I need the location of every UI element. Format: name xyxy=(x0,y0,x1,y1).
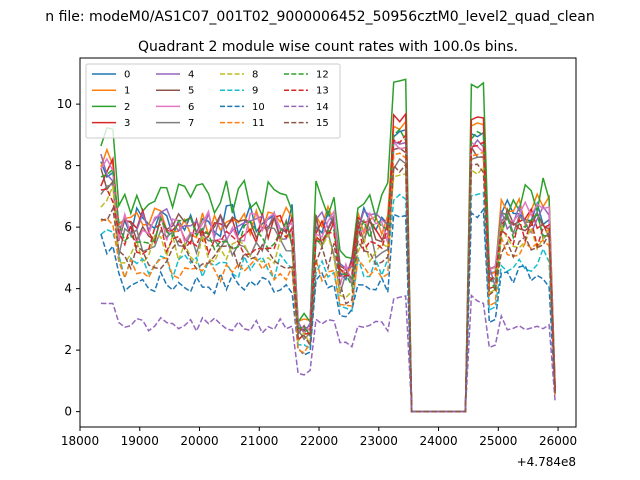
series-line-6 xyxy=(100,140,556,413)
legend-label-12: 12 xyxy=(316,70,329,81)
x-tick-label: 23000 xyxy=(360,434,398,448)
series-line-2 xyxy=(100,78,556,413)
y-tick-label: 0 xyxy=(64,405,72,419)
chart-title: Quadrant 2 module wise count rates with … xyxy=(138,39,518,55)
x-tick-label: 22000 xyxy=(300,434,338,448)
legend-label-6: 6 xyxy=(188,102,194,113)
series-line-9 xyxy=(100,191,556,413)
y-tick-label: 6 xyxy=(64,220,72,234)
x-tick-label: 18000 xyxy=(61,434,99,448)
x-tick-label: 21000 xyxy=(240,434,278,448)
series-line-14 xyxy=(100,293,556,413)
y-tick-label: 4 xyxy=(64,282,72,296)
legend-label-7: 7 xyxy=(188,118,194,129)
series-line-1 xyxy=(100,119,556,413)
y-tick-label: 8 xyxy=(64,159,72,173)
legend-label-3: 3 xyxy=(124,118,130,129)
legend-label-9: 9 xyxy=(252,86,258,97)
legend-label-14: 14 xyxy=(316,102,329,113)
legend-label-11: 11 xyxy=(252,118,265,129)
x-offset-label: +4.784e8 xyxy=(517,455,576,469)
series-line-15 xyxy=(100,162,556,413)
x-tick-label: 24000 xyxy=(419,434,457,448)
legend-label-1: 1 xyxy=(124,86,130,97)
legend-label-0: 0 xyxy=(124,70,130,81)
series-lines xyxy=(100,78,556,413)
legend-label-15: 15 xyxy=(316,118,329,129)
series-line-12 xyxy=(100,128,556,413)
legend-box xyxy=(85,63,341,139)
legend-label-8: 8 xyxy=(252,70,258,81)
plot-area: 18000 19000 20000 21000 22000 23000 24000 25000… xyxy=(57,57,577,469)
x-tick-label: 25000 xyxy=(479,434,517,448)
x-tick-label: 20000 xyxy=(180,434,218,448)
x-axis: 18000 19000 20000 21000 22000 23000 24000 25000… xyxy=(61,427,577,448)
figure-suptitle: n file: modeM0/AS1C07_001T02_9000006452_… xyxy=(45,9,594,25)
x-tick-label: 19000 xyxy=(121,434,159,448)
legend-label-13: 13 xyxy=(316,86,329,97)
legend-label-2: 2 xyxy=(124,102,130,113)
series-line-13 xyxy=(100,133,556,413)
x-tick-label: 26000 xyxy=(539,434,577,448)
series-line-11 xyxy=(100,151,556,413)
axes-frame xyxy=(79,57,577,428)
legend-label-10: 10 xyxy=(252,102,265,113)
y-axis: 0 2 4 6 8 10 xyxy=(57,97,80,419)
y-tick-label: 10 xyxy=(57,97,72,111)
legend-label-4: 4 xyxy=(188,70,194,81)
y-tick-label: 2 xyxy=(64,343,72,357)
legend-label-5: 5 xyxy=(188,86,194,97)
series-line-10 xyxy=(100,207,556,413)
series-line-8 xyxy=(100,165,556,413)
